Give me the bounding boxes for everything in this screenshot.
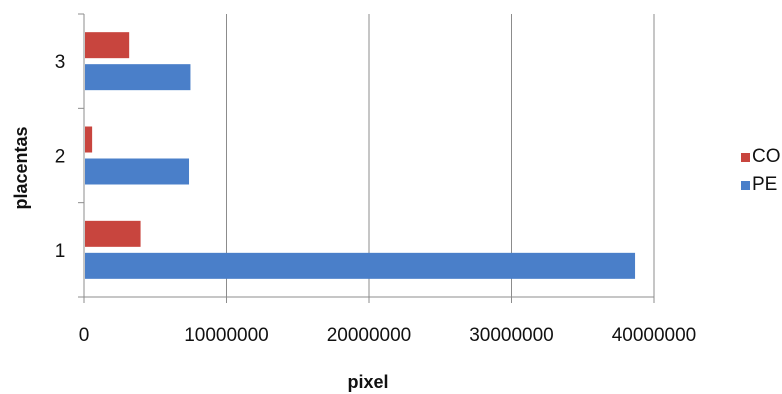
bar-co-1 xyxy=(85,220,141,247)
legend-label-co: CO xyxy=(752,146,781,167)
y-tick-label: 1 xyxy=(55,241,66,262)
bar-pe-2 xyxy=(85,158,190,185)
x-tick-label: 10000000 xyxy=(184,325,269,346)
bar-co-2 xyxy=(85,126,93,153)
x-tick-label: 30000000 xyxy=(469,325,554,346)
bar-pe-3 xyxy=(85,64,191,91)
x-tick-label: 0 xyxy=(79,325,90,346)
y-tick-labels: 1 2 3 xyxy=(55,52,66,262)
y-tick-label: 3 xyxy=(55,52,66,73)
bar-co-3 xyxy=(85,32,130,59)
legend-label-pe: PE xyxy=(752,174,777,195)
legend: CO PE xyxy=(741,146,781,195)
x-tick-labels: 0 10000000 20000000 30000000 40000000 xyxy=(79,325,697,346)
gridlines xyxy=(83,14,655,303)
legend-swatch-pe xyxy=(741,181,750,190)
axes xyxy=(78,13,654,298)
x-axis-title: pixel xyxy=(347,372,388,392)
bars xyxy=(85,32,636,279)
y-tick-label: 2 xyxy=(55,147,66,168)
bar-pe-1 xyxy=(85,252,636,279)
legend-swatch-co xyxy=(741,153,750,162)
x-tick-label: 40000000 xyxy=(612,325,697,346)
y-axis-title: placentas xyxy=(11,126,31,209)
x-tick-label: 20000000 xyxy=(327,325,412,346)
